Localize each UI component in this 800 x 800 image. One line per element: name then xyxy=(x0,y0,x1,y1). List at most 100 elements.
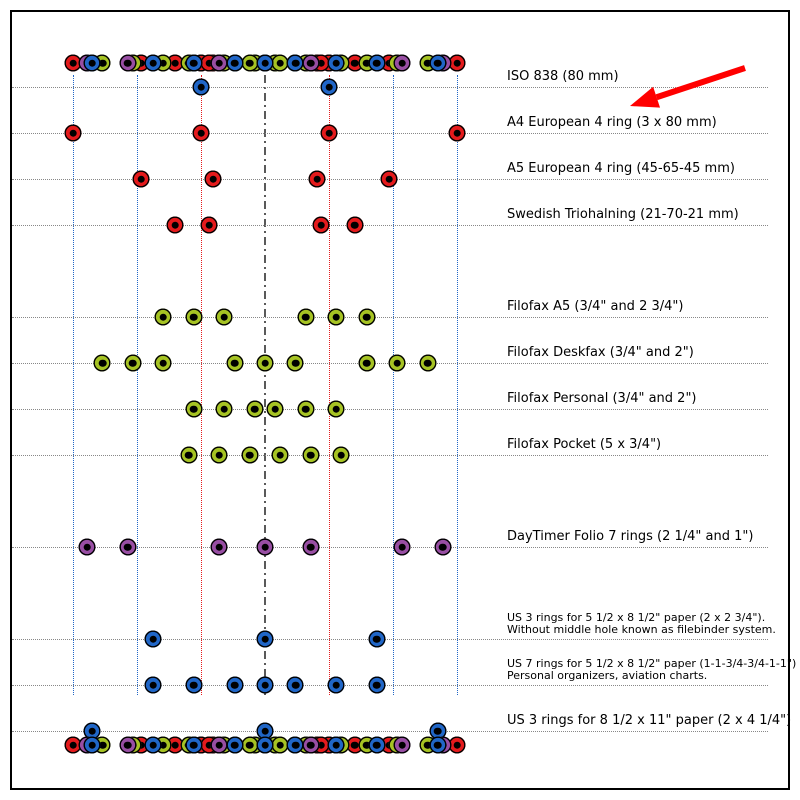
hole-dot xyxy=(241,447,258,464)
row-guide xyxy=(12,455,768,456)
hole-dot xyxy=(257,631,274,648)
row-guide xyxy=(12,685,768,686)
hole-dot xyxy=(328,737,345,754)
hole-dot xyxy=(257,737,274,754)
row-label: Filofax Personal (3/4" and 2") xyxy=(507,392,697,407)
hole-dot xyxy=(185,737,202,754)
hole-dot xyxy=(346,217,363,234)
row-label: DayTimer Folio 7 rings (2 1/4" and 1") xyxy=(507,530,753,545)
hole-dot xyxy=(321,79,338,96)
hole-dot xyxy=(394,737,411,754)
row-label: US 7 rings for 5 1/2 x 8 1/2" paper (1-1… xyxy=(507,658,796,683)
hole-dot xyxy=(185,55,202,72)
hole-dot xyxy=(119,55,136,72)
hole-dot xyxy=(185,309,202,326)
hole-dot xyxy=(368,677,385,694)
hole-dot xyxy=(394,539,411,556)
hole-dot xyxy=(358,309,375,326)
row-label: A4 European 4 ring (3 x 80 mm) xyxy=(507,116,717,131)
hole-dot xyxy=(145,631,162,648)
hole-dot xyxy=(226,737,243,754)
hole-dot xyxy=(328,55,345,72)
hole-dot xyxy=(267,401,284,418)
hole-dot xyxy=(313,217,330,234)
hole-dot xyxy=(201,217,218,234)
vertical-guide xyxy=(73,75,74,695)
hole-dot xyxy=(155,309,172,326)
hole-dot xyxy=(333,447,350,464)
hole-dot xyxy=(211,539,228,556)
hole-dot xyxy=(257,677,274,694)
hole-dot xyxy=(193,125,210,142)
row-guide xyxy=(12,225,768,226)
hole-dot xyxy=(84,55,101,72)
hole-dot xyxy=(368,631,385,648)
hole-dot xyxy=(272,447,289,464)
hole-dot xyxy=(309,171,326,188)
hole-dot xyxy=(302,737,319,754)
hole-dot xyxy=(287,55,304,72)
row-label: Filofax Pocket (5 x 3/4") xyxy=(507,438,661,453)
hole-dot xyxy=(302,539,319,556)
row-guide xyxy=(12,87,768,88)
row-guide xyxy=(12,731,768,732)
hole-dot xyxy=(145,55,162,72)
hole-dot xyxy=(257,55,274,72)
hole-dot xyxy=(124,355,141,372)
hole-dot xyxy=(389,355,406,372)
hole-dot xyxy=(79,539,96,556)
hole-dot xyxy=(302,447,319,464)
row-label: US 3 rings for 8 1/2 x 11" paper (2 x 4 … xyxy=(507,714,791,729)
hole-dot xyxy=(287,355,304,372)
row-label: Swedish Triohalning (21-70-21 mm) xyxy=(507,208,739,223)
hole-dot xyxy=(368,737,385,754)
hole-dot xyxy=(94,355,111,372)
vertical-guide xyxy=(457,75,458,695)
hole-dot xyxy=(419,355,436,372)
hole-dot xyxy=(145,737,162,754)
vertical-guide xyxy=(329,75,330,695)
row-label: US 3 rings for 5 1/2 x 8 1/2" paper (2 x… xyxy=(507,612,776,637)
hole-dot xyxy=(394,55,411,72)
hole-dot xyxy=(133,171,150,188)
row-guide xyxy=(12,639,768,640)
hole-dot xyxy=(297,401,314,418)
hole-dot xyxy=(180,447,197,464)
hole-dot xyxy=(226,355,243,372)
row-guide xyxy=(12,133,768,134)
hole-dot xyxy=(119,737,136,754)
vertical-guide xyxy=(137,75,138,695)
hole-dot xyxy=(321,125,338,142)
hole-punch-diagram: ISO 838 (80 mm)A4 European 4 ring (3 x 8… xyxy=(12,75,768,695)
hole-dot xyxy=(226,55,243,72)
row-guide xyxy=(12,317,768,318)
hole-dot xyxy=(216,401,233,418)
hole-dot xyxy=(84,737,101,754)
row-label: A5 European 4 ring (45-65-45 mm) xyxy=(507,162,735,177)
hole-dot xyxy=(257,539,274,556)
hole-dot xyxy=(328,309,345,326)
hole-dot xyxy=(429,737,446,754)
hole-dot xyxy=(358,355,375,372)
hole-dot xyxy=(145,677,162,694)
hole-dot xyxy=(167,217,184,234)
hole-dot xyxy=(449,125,466,142)
hole-dot xyxy=(211,447,228,464)
hole-dot xyxy=(297,309,314,326)
hole-dot xyxy=(434,539,451,556)
hole-dot xyxy=(185,401,202,418)
hole-dot xyxy=(185,677,202,694)
hole-dot xyxy=(65,125,82,142)
hole-dot xyxy=(302,55,319,72)
hole-dot xyxy=(193,79,210,96)
hole-dot xyxy=(287,737,304,754)
hole-dot xyxy=(287,677,304,694)
hole-dot xyxy=(246,401,263,418)
hole-dot xyxy=(328,677,345,694)
hole-dot xyxy=(226,677,243,694)
hole-dot xyxy=(368,55,385,72)
hole-dot xyxy=(429,55,446,72)
vertical-guide xyxy=(393,75,394,695)
row-label: Filofax Deskfax (3/4" and 2") xyxy=(507,346,694,361)
row-label: ISO 838 (80 mm) xyxy=(507,70,619,85)
